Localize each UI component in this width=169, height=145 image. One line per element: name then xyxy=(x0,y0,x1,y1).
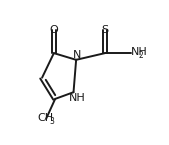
Text: N: N xyxy=(73,50,81,60)
Text: NH: NH xyxy=(68,93,85,103)
Text: 2: 2 xyxy=(139,51,143,60)
Text: CH: CH xyxy=(37,113,53,123)
Text: S: S xyxy=(101,25,108,35)
Text: 3: 3 xyxy=(50,117,54,126)
Text: O: O xyxy=(50,25,58,35)
Text: NH: NH xyxy=(131,47,148,57)
